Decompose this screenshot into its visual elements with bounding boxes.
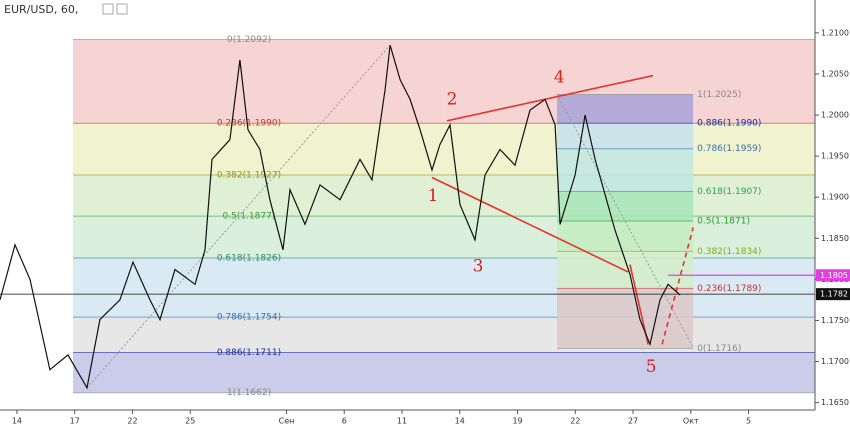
wave-label: 4	[554, 68, 565, 88]
y-tick-label: 1.1850	[821, 234, 849, 243]
fib-label: 0.618(1.1907)	[697, 187, 761, 197]
x-tick-label: 22	[570, 417, 580, 426]
x-tick-label: 17	[70, 417, 80, 426]
x-tick-label: 5	[746, 417, 751, 426]
fib-label: 0.5(1.1877)	[223, 212, 276, 222]
y-tick-label: 1.1650	[821, 398, 849, 407]
wave-label: 3	[473, 257, 484, 277]
header-icon[interactable]	[116, 3, 128, 15]
wave-label: 5	[646, 357, 657, 377]
y-tick-label: 1.2100	[821, 28, 849, 37]
fib-label: 0(1.1716)	[697, 344, 741, 354]
price-tag	[816, 288, 850, 301]
fib-band	[72, 352, 815, 393]
x-tick-label: 14	[455, 417, 465, 426]
fib-band	[72, 39, 815, 124]
fib-label: 0.382(1.1927)	[217, 171, 281, 181]
trend-line	[431, 176, 629, 273]
fib-band	[557, 191, 694, 222]
fib-label: 0.618(1.1826)	[217, 253, 281, 263]
fib-band	[557, 94, 694, 124]
price-tag-label: 1.1805	[820, 271, 848, 280]
price-axis-panel	[815, 0, 850, 428]
fib-label: 0.382(1.1834)	[697, 247, 761, 257]
fib-label: 0.236(1.1789)	[697, 284, 761, 294]
fib-label: 0.786(1.1754)	[217, 313, 281, 323]
x-tick-label: Окт	[683, 417, 699, 426]
x-tick-label: 11	[397, 417, 407, 426]
trend-line	[661, 227, 694, 345]
price-tag-label: 1.1782	[820, 290, 848, 299]
y-tick-label: 1.1750	[821, 316, 849, 325]
fib-band	[557, 148, 694, 192]
fib-label: 0.886(1.1990)	[697, 119, 761, 129]
header-bg	[0, 0, 130, 20]
x-tick-label: 22	[127, 417, 137, 426]
fib-label: 0.886(1.1711)	[217, 348, 281, 358]
trend-line	[86, 44, 391, 389]
fib-label: 1(1.1662)	[227, 388, 271, 398]
y-tick-label: 1.2050	[821, 69, 849, 78]
chart-title: EUR/USD, 60,	[4, 3, 78, 16]
header-icon[interactable]	[102, 3, 114, 15]
x-tick-label: 27	[628, 417, 638, 426]
wave-label: 1	[428, 186, 439, 206]
x-tick-label: 6	[342, 417, 347, 426]
wave-label: 2	[447, 90, 458, 110]
fib-band	[557, 288, 694, 349]
plot: 0(1.2092) 0.236(1.1990) 0.382(1.1927) 0.5(1…	[0, 35, 815, 398]
y-tick-label: 1.1900	[821, 193, 849, 202]
fib-label: 0.786(1.1959)	[697, 144, 761, 154]
fib-label: 0(1.2092)	[227, 35, 271, 45]
x-tick-label: 25	[185, 417, 195, 426]
y-tick-label: 1.2000	[821, 111, 849, 120]
price-tag	[816, 269, 850, 282]
y-tick-label: 1.1950	[821, 152, 849, 161]
y-tick-label: 1.1700	[821, 357, 849, 366]
fib-label: 1(1.2025)	[697, 90, 741, 100]
trend-line	[446, 74, 654, 122]
fib-label: 0.5(1.1871)	[697, 217, 750, 227]
fib-band	[557, 123, 694, 149]
price-line	[0, 45, 681, 390]
fib-label: 0.236(1.1990)	[217, 119, 281, 129]
x-tick-label: Сен	[279, 417, 295, 426]
fib-band	[557, 221, 694, 252]
x-tick-label: 14	[12, 417, 22, 426]
x-tick-label: 19	[512, 417, 522, 426]
